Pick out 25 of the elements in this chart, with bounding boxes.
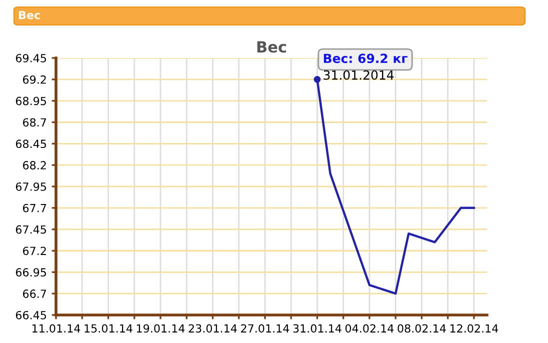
x-tick-label: 15.01.14 (84, 324, 132, 333)
y-tick-label: 67.95 (16, 182, 46, 191)
y-tick-label: 67.45 (16, 225, 46, 234)
y-tick-label: 68.2 (23, 161, 46, 170)
y-tick-label: 66.95 (16, 268, 46, 277)
chart-title: Вес (257, 41, 286, 53)
y-tick-label: 66.7 (23, 290, 46, 298)
annotation: Вес: 69.2 кг 31.01.2014 (324, 54, 408, 80)
y-tick-label: 68.7 (23, 118, 46, 127)
y-tick-label: 69.45 (16, 54, 46, 62)
y-tick-label: 66.45 (16, 310, 46, 320)
x-tick-label: 11.01.14 (32, 324, 80, 333)
y-tick-label: 68.45 (16, 140, 46, 148)
x-tick-label: 19.01.14 (136, 324, 185, 333)
x-tick-label: 12.02.14 (450, 324, 498, 333)
text: Вес (19, 10, 40, 20)
x-tick-label: 04.02.14 (345, 324, 394, 333)
x-tick-label: 31.01.14 (293, 324, 342, 333)
y-tick-label: 68.95 (16, 96, 46, 106)
x-tick-label: 08.02.14 (398, 324, 446, 333)
y-tick-label: 67.7 (23, 204, 46, 212)
y-tick-label: 67.2 (23, 246, 46, 256)
y-tick-label: 69.2 (23, 75, 46, 84)
x-tick-label: 23.01.14 (188, 324, 237, 333)
x-tick-label: 27.01.14 (241, 324, 290, 333)
